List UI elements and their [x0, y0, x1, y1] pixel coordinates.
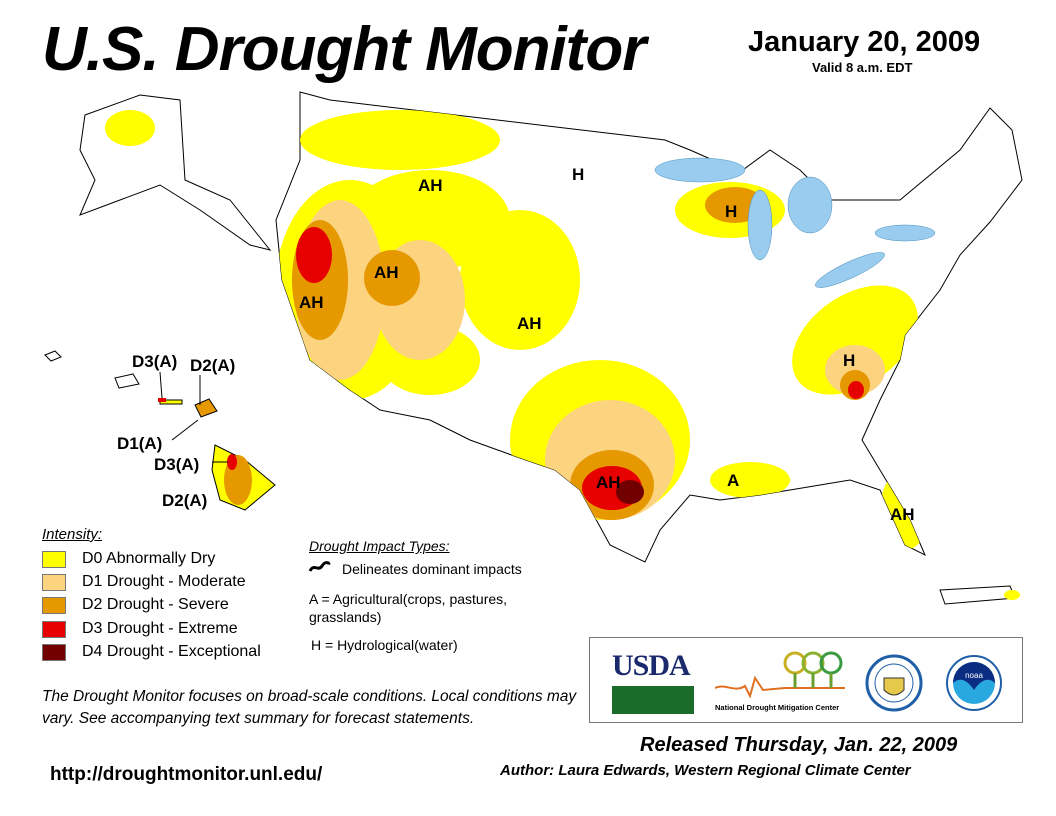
legend-swatch: [42, 643, 66, 661]
legend-label: D4 Drought - Exceptional: [82, 643, 261, 660]
conus: [275, 91, 1023, 563]
ndmc-logo: National Drought Mitigation Center: [714, 648, 845, 713]
map-label: AH: [299, 293, 324, 312]
legend-label: D2 Drought - Severe: [82, 596, 229, 613]
impact-hydrological: H = Hydrological(water): [311, 637, 458, 653]
noaa-logo: noaa: [946, 655, 1002, 711]
map-label: AH: [374, 263, 399, 282]
map-label: H: [572, 165, 584, 184]
map-label: H: [725, 202, 737, 221]
usda-logo: USDA: [612, 651, 694, 714]
hawaii-label: D2(A): [162, 491, 207, 510]
map-label: AH: [418, 176, 443, 195]
map-label: H: [843, 351, 855, 370]
legend-item-d2: D2 Drought - Severe: [42, 596, 229, 614]
legend-title: Intensity:: [42, 526, 103, 543]
page-title: U.S. Drought Monitor: [42, 15, 646, 84]
legend-swatch: [42, 620, 66, 638]
impact-delineates: Delineates dominant impacts: [342, 561, 522, 577]
impact-line-icon: [308, 561, 331, 572]
impact-labels: AH H H AH AH AH H AH A AH D3(A) D2(A) D1…: [117, 165, 915, 524]
noaa-text: noaa: [965, 671, 983, 680]
legend-label: D3 Drought - Extreme: [82, 620, 238, 637]
great-lakes: [654, 157, 936, 288]
author: Author: Laura Edwards, Western Regional …: [500, 762, 911, 779]
map-label: AH: [890, 505, 915, 524]
map-label: AH: [517, 314, 542, 333]
hawaii-label: D2(A): [190, 356, 235, 375]
alaska: [79, 94, 272, 251]
legend-item-d0: D0 Abnormally Dry: [42, 550, 215, 568]
legend-label: D1 Drought - Moderate: [82, 573, 246, 590]
legend-label: D0 Abnormally Dry: [82, 550, 216, 567]
commerce-seal-icon: [865, 654, 923, 712]
release-date: Released Thursday, Jan. 22, 2009: [640, 734, 958, 756]
disclaimer-note: The Drought Monitor focuses on broad-sca…: [42, 688, 577, 727]
legend-swatch: [42, 573, 66, 591]
impact-types-title: Drought Impact Types:: [309, 538, 450, 554]
legend-swatch: [42, 550, 66, 568]
legend-item-d1: D1 Drought - Moderate: [42, 573, 246, 591]
website-link[interactable]: http://droughtmonitor.unl.edu/: [50, 764, 323, 785]
legend-item-d4: D4 Drought - Exceptional: [42, 643, 261, 661]
puerto-rico: [939, 585, 1020, 605]
hawaii: [44, 350, 276, 511]
ndmc-trees-icon: [714, 651, 845, 699]
sponsor-logos: USDA National Drought Mitigation Center …: [589, 637, 1023, 723]
hawaii-label: D1(A): [117, 434, 162, 453]
hawaii-label: D3(A): [132, 352, 177, 371]
valid-time: Valid 8 a.m. EDT: [812, 60, 913, 75]
map-label: AH: [596, 473, 621, 492]
map-date: January 20, 2009: [748, 26, 981, 58]
impact-agricultural: A = Agricultural(crops, pastures, grassl…: [309, 591, 508, 625]
legend-item-d3: D3 Drought - Extreme: [42, 620, 238, 638]
legend-swatch: [42, 596, 66, 614]
map-label: A: [727, 471, 739, 490]
hawaii-label: D3(A): [154, 455, 199, 474]
